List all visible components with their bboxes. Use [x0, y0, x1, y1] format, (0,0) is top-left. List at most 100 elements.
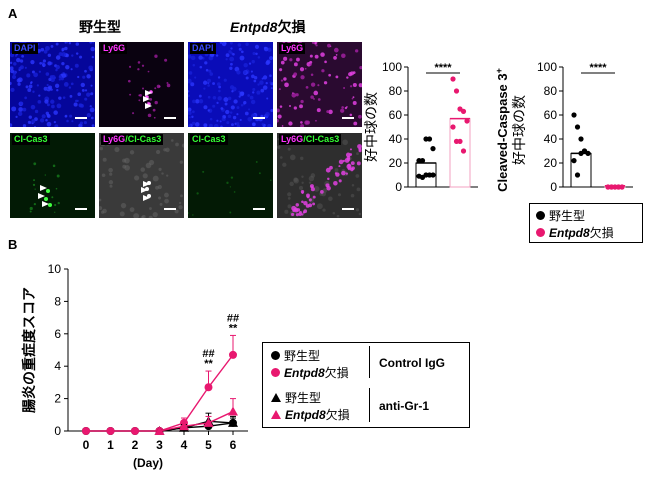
signal-dot [343, 86, 346, 89]
signal-dot [335, 54, 338, 56]
nucleus-dot [225, 53, 230, 58]
texture-dot [134, 175, 140, 181]
nucleus-dot [89, 42, 93, 44]
treatment-label-control: Control IgG [379, 356, 445, 370]
caspase-neutrophil-chart: 0 20 40 60 80 100 **** Cleaved-Caspase 3+好中球の数 [495, 60, 633, 194]
legend-row-knockout: Entpd8欠損 [536, 224, 614, 241]
texture-dot [129, 207, 135, 213]
nucleus-dot [255, 52, 258, 56]
signal-dot [346, 106, 348, 108]
nucleus-dot [63, 82, 69, 87]
signal-dot [32, 183, 36, 187]
nucleus-dot [212, 104, 216, 108]
nucleus-dot [80, 82, 86, 88]
signal-dot [291, 92, 297, 98]
signal-dot [341, 106, 344, 109]
signal-dot [132, 112, 135, 115]
texture-dot [109, 172, 113, 176]
signal-dot [48, 203, 52, 207]
data-point [82, 427, 90, 435]
signal-dot [295, 93, 299, 97]
texture-dot [178, 201, 182, 205]
texture-dot [356, 187, 361, 192]
signal-dot [325, 167, 331, 173]
nucleus-dot [37, 43, 40, 46]
nucleus-dot [90, 84, 93, 87]
nucleus-dot [56, 89, 59, 92]
nucleus-dot [208, 69, 212, 73]
signal-dot [349, 113, 353, 117]
nucleus-dot [194, 76, 197, 79]
neutrophil-count-chart: 0 20 40 60 80 100 **** 好中球の数 [363, 60, 478, 194]
texture-dot [122, 164, 127, 169]
signal-dot [309, 63, 312, 66]
signal-dot [349, 85, 353, 88]
nucleus-dot [212, 82, 216, 85]
nucleus-dot [50, 45, 54, 48]
signal-dot [154, 100, 158, 105]
signal-dot [292, 209, 296, 213]
texture-dot [180, 194, 183, 198]
scale-bar [342, 117, 354, 119]
nucleus-dot [69, 94, 73, 98]
signal-dot [352, 71, 356, 75]
y-tick-label: 20 [544, 156, 558, 170]
signal-dot [141, 87, 145, 90]
signal-dot [293, 62, 298, 67]
texture-dot [337, 193, 342, 197]
nucleus-dot [188, 90, 190, 93]
nucleus-dot [188, 94, 190, 98]
signal-dot [326, 186, 331, 191]
nucleus-dot [77, 75, 80, 79]
texture-dot [158, 167, 162, 171]
nucleus-dot [224, 42, 227, 45]
signal-dot [316, 108, 321, 113]
nucleus-dot [231, 123, 234, 127]
texture-dot [355, 174, 360, 178]
signal-dot [137, 61, 141, 64]
texture-dot [284, 209, 289, 214]
legend-label: Entpd8欠損 [549, 226, 614, 240]
signal-dot [310, 187, 315, 192]
triangle-marker-icon [271, 393, 281, 402]
nucleus-dot [198, 55, 203, 60]
significance-label: **** [434, 62, 452, 74]
treatment-label-anti-gr1: anti-Gr-1 [379, 399, 430, 413]
nucleus-dot [61, 49, 64, 52]
texture-dot [301, 181, 304, 184]
nucleus-dot [232, 52, 235, 56]
nucleus-dot [250, 99, 256, 105]
nucleus-dot [41, 63, 46, 67]
nucleus-dot [27, 88, 32, 92]
nucleus-dot [253, 76, 258, 80]
texture-dot [155, 149, 161, 155]
nucleus-dot [218, 89, 221, 93]
channel-label: Ly6G [279, 43, 306, 54]
nucleus-dot [191, 115, 194, 119]
signal-dot [166, 81, 169, 84]
nucleus-dot [191, 121, 196, 126]
nucleus-dot [245, 76, 249, 80]
data-point [430, 146, 436, 152]
micrograph-tile: Ly6G/Cl-Cas3 [99, 133, 184, 218]
nucleus-dot [88, 65, 94, 71]
nucleus-dot [252, 51, 256, 56]
triangle-marker-icon [271, 410, 281, 419]
signal-dot [54, 203, 57, 207]
knockout-suffix: 欠損 [277, 19, 306, 35]
nucleus-dot [251, 74, 255, 79]
data-point [203, 417, 214, 427]
texture-dot [152, 175, 159, 182]
nucleus-dot [236, 122, 240, 126]
channel-label: DAPI [12, 43, 38, 54]
texture-dot [99, 198, 102, 202]
nucleus-dot [227, 96, 232, 101]
nucleus-dot [82, 75, 86, 79]
scale-bar [253, 117, 265, 119]
nucleus-dot [247, 94, 250, 97]
nucleus-dot [245, 42, 249, 47]
nucleus-dot [48, 85, 53, 90]
legend-label: 野生型 [285, 391, 322, 405]
channel-label: Cl-Cas3 [190, 134, 228, 145]
texture-dot [358, 212, 362, 216]
